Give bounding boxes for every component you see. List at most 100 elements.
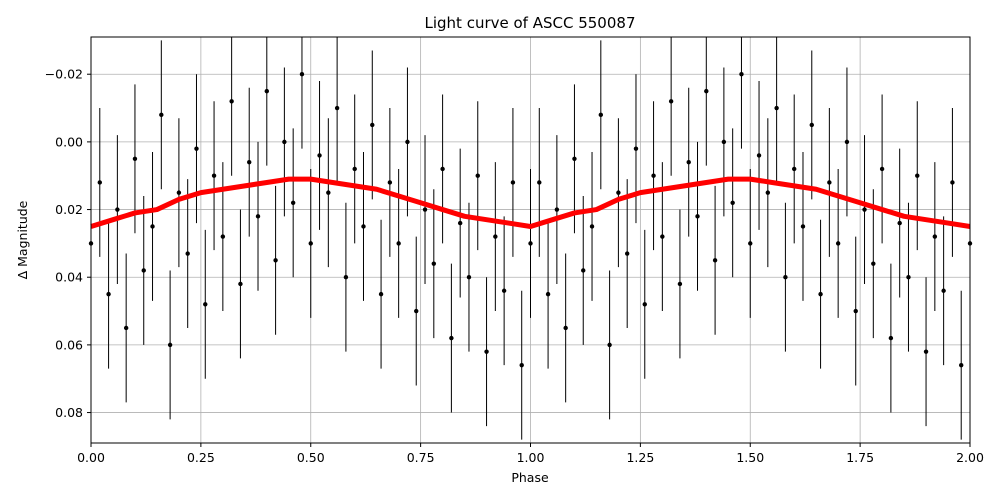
data-point	[115, 207, 120, 212]
data-point	[756, 153, 762, 158]
data-point	[97, 180, 102, 185]
data-point	[932, 234, 938, 239]
data-point	[123, 325, 129, 331]
data-point	[317, 153, 322, 158]
x-axis-label: Phase	[511, 470, 549, 485]
data-point	[484, 349, 489, 354]
data-point	[475, 173, 480, 178]
data-point	[378, 291, 384, 297]
data-point	[686, 159, 691, 165]
data-point	[765, 190, 771, 195]
data-point	[387, 180, 393, 185]
x-tick-label: 1.75	[846, 450, 874, 465]
data-point	[370, 122, 375, 128]
data-point	[563, 325, 568, 331]
data-point	[783, 275, 788, 280]
data-point	[132, 156, 138, 161]
data-point	[211, 173, 217, 178]
x-axis: 0.00 0.25 0.50 0.75 1.00 1.25 1.50 1.75 2.00	[77, 443, 984, 465]
data-point	[405, 139, 410, 145]
data-point	[704, 88, 709, 94]
data-point	[730, 200, 735, 205]
data-point	[466, 275, 472, 280]
data-point	[422, 207, 428, 212]
data-point	[915, 173, 920, 178]
data-point	[572, 156, 577, 161]
data-point	[264, 88, 269, 94]
x-tick-label: 0.50	[297, 450, 325, 465]
data-point	[897, 220, 902, 226]
data-point	[326, 190, 331, 195]
data-point	[721, 139, 727, 145]
data-point	[334, 105, 340, 111]
plot-area	[88, 36, 973, 444]
data-point	[844, 139, 850, 145]
data-point	[203, 302, 208, 307]
data-point	[220, 234, 226, 239]
y-tick-label: 0.08	[55, 405, 83, 420]
data-point	[308, 241, 313, 246]
data-point	[624, 251, 630, 256]
y-axis: −0.02 0.00 0.02 0.04 0.06 0.08	[45, 67, 91, 420]
data-point	[185, 251, 190, 256]
data-point	[431, 261, 437, 266]
data-point	[871, 261, 876, 266]
y-tick-label: −0.02	[45, 67, 83, 82]
data-point	[290, 200, 296, 205]
binned-light-curve	[90, 176, 971, 229]
data-point	[959, 362, 964, 368]
data-point	[800, 224, 806, 229]
data-point	[616, 190, 621, 195]
data-point	[493, 234, 498, 239]
x-tick-label: 1.25	[626, 450, 654, 465]
data-point	[677, 281, 683, 287]
data-point	[501, 288, 507, 293]
data-point	[712, 258, 718, 263]
data-point	[792, 166, 797, 172]
x-tick-label: 2.00	[956, 450, 984, 465]
x-tick-label: 0.25	[187, 450, 215, 465]
data-point	[941, 288, 946, 293]
y-tick-label: 0.00	[55, 134, 83, 149]
data-point	[774, 105, 779, 111]
data-point	[176, 190, 182, 195]
data-point	[853, 308, 858, 314]
data-point	[835, 241, 841, 246]
data-point	[598, 112, 604, 118]
data-point	[827, 180, 832, 185]
data-point	[106, 291, 111, 297]
data-point	[255, 214, 261, 219]
y-tick-label: 0.02	[55, 202, 83, 217]
data-point	[361, 224, 366, 229]
x-tick-label: 1.50	[736, 450, 764, 465]
data-point	[141, 268, 146, 273]
data-point	[414, 308, 419, 314]
data-point	[396, 241, 401, 246]
data-point	[668, 99, 674, 104]
data-point	[554, 207, 560, 212]
data-point	[607, 342, 612, 348]
data-point	[229, 99, 234, 104]
data-point	[247, 159, 252, 165]
data-point	[150, 224, 155, 229]
x-tick-label: 0.75	[407, 450, 435, 465]
data-point	[238, 281, 243, 287]
data-point	[159, 112, 164, 118]
x-tick-label: 0.00	[77, 450, 105, 465]
data-point	[449, 335, 454, 341]
data-point	[695, 214, 700, 219]
data-point	[282, 139, 287, 145]
data-point	[660, 234, 665, 239]
data-point	[739, 72, 744, 77]
data-point	[299, 72, 305, 77]
data-point	[457, 220, 463, 226]
data-point	[510, 180, 516, 185]
data-point	[748, 241, 753, 246]
data-point	[651, 173, 656, 178]
data-point	[642, 302, 647, 307]
data-point	[923, 349, 929, 354]
data-point	[167, 342, 173, 348]
data-point	[809, 122, 814, 128]
x-tick-label: 1.00	[517, 450, 545, 465]
data-point	[888, 335, 894, 341]
